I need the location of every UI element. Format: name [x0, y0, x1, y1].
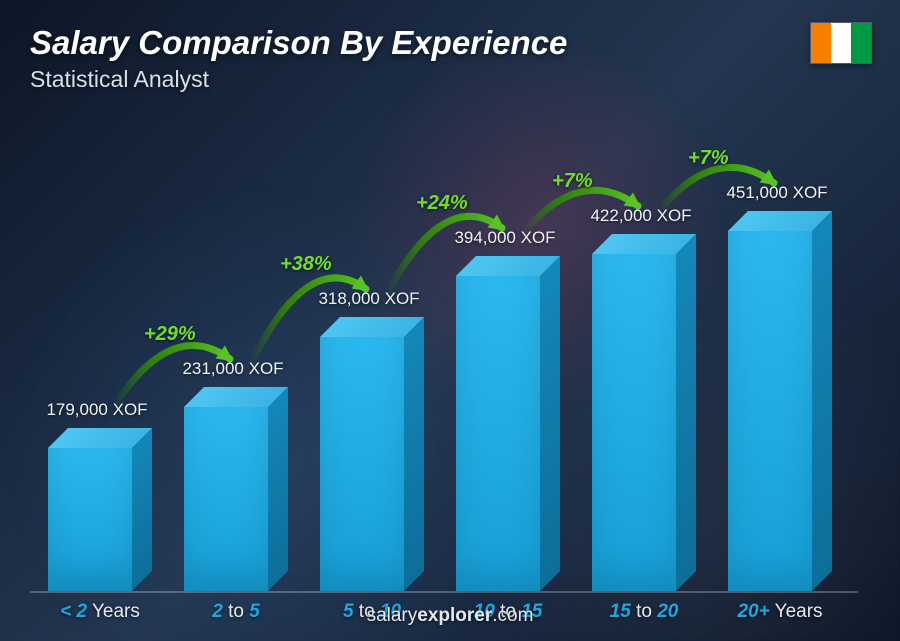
bar-slot: < 2 Years179,000 XOF — [32, 428, 168, 591]
increase-pct-label: +7% — [688, 147, 729, 170]
bar-side — [404, 317, 424, 591]
bar-front — [320, 337, 404, 591]
bar-value-label: 422,000 XOF — [576, 206, 706, 226]
bar-front — [184, 407, 268, 591]
infographic-canvas: Salary Comparison By Experience Statisti… — [0, 0, 900, 641]
bar-slot: 10 to 15394,000 XOF — [440, 256, 576, 591]
footer-attribution: salaryexplorer.com — [0, 605, 900, 627]
bar-slot: 5 to 10318,000 XOF — [304, 317, 440, 591]
bar-side — [268, 387, 288, 591]
bar-side — [812, 211, 832, 591]
chart-baseline — [30, 591, 858, 593]
bar-front — [728, 231, 812, 591]
increase-pct-label: +29% — [144, 323, 196, 346]
bar-front — [48, 448, 132, 591]
bar-value-label: 318,000 XOF — [304, 289, 434, 309]
bar-value-label: 394,000 XOF — [440, 228, 570, 248]
bar-value-label: 179,000 XOF — [32, 400, 162, 420]
flag-stripe-1 — [811, 23, 831, 63]
flag-stripe-3 — [851, 23, 871, 63]
bar-slot: 2 to 5231,000 XOF — [168, 387, 304, 591]
bar-3d — [592, 254, 696, 591]
bar-3d — [184, 407, 288, 591]
bar-chart: < 2 Years179,000 XOF2 to 5231,000 XOF5 t… — [32, 71, 852, 591]
bar-front — [592, 254, 676, 591]
footer-part-1: salary — [367, 605, 418, 626]
footer-part-2: .com — [492, 605, 533, 626]
bar-slot: 15 to 20422,000 XOF — [576, 234, 712, 591]
bar-side — [132, 428, 152, 591]
bar-value-label: 451,000 XOF — [712, 183, 842, 203]
increase-pct-label: +7% — [552, 170, 593, 193]
bar-3d — [456, 276, 560, 591]
footer-part-bold: explorer — [417, 605, 492, 626]
flag-stripe-2 — [831, 23, 851, 63]
bar-3d — [48, 448, 152, 591]
bar-value-label: 231,000 XOF — [168, 359, 298, 379]
bar-3d — [728, 231, 832, 591]
bar-slot: 20+ Years451,000 XOF — [712, 211, 848, 591]
increase-pct-label: +38% — [280, 253, 332, 276]
chart-title: Salary Comparison By Experience — [30, 24, 567, 62]
country-flag — [810, 22, 872, 64]
increase-pct-label: +24% — [416, 192, 468, 215]
bar-side — [676, 234, 696, 591]
bar-3d — [320, 337, 424, 591]
bar-side — [540, 256, 560, 591]
bar-front — [456, 276, 540, 591]
